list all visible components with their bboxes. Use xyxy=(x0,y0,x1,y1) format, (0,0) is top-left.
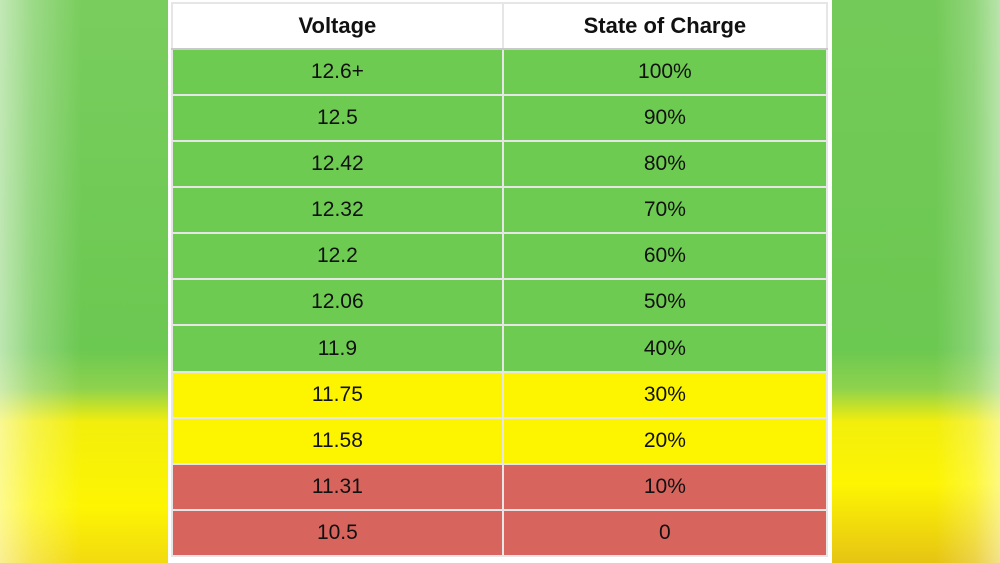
table-row: 12.2 60% xyxy=(171,232,829,281)
soc-cell: 40% xyxy=(501,324,829,373)
soc-cell: 80% xyxy=(501,140,829,189)
voltage-cell: 12.6+ xyxy=(171,47,504,97)
state-of-charge-table: Voltage State of Charge 12.6+ 100% 12.5 … xyxy=(171,2,829,558)
state-of-charge-column-header: State of Charge xyxy=(501,2,829,50)
table-row: 11.31 10% xyxy=(171,462,829,511)
table-row: 11.9 40% xyxy=(171,324,829,373)
voltage-cell: 10.5 xyxy=(171,508,504,558)
voltage-cell: 11.75 xyxy=(171,370,504,419)
voltage-cell: 12.32 xyxy=(171,186,504,235)
table-row: 12.6+ 100% xyxy=(171,47,829,97)
table-card: Voltage State of Charge 12.6+ 100% 12.5 … xyxy=(168,0,832,563)
header-row: Voltage State of Charge xyxy=(171,2,829,50)
soc-cell: 30% xyxy=(501,370,829,419)
table-row: 12.5 90% xyxy=(171,94,829,143)
voltage-cell: 12.06 xyxy=(171,278,504,327)
background-right-fill xyxy=(830,0,1000,563)
voltage-cell: 12.5 xyxy=(171,94,504,143)
voltage-cell: 12.42 xyxy=(171,140,504,189)
table-row: 10.5 0 xyxy=(171,508,829,558)
background-left-fill xyxy=(0,0,170,563)
soc-cell: 50% xyxy=(501,278,829,327)
voltage-cell: 11.58 xyxy=(171,416,504,465)
soc-cell: 10% xyxy=(501,462,829,511)
table-row: 12.32 70% xyxy=(171,186,829,235)
soc-cell: 60% xyxy=(501,232,829,281)
soc-cell: 70% xyxy=(501,186,829,235)
table-row: 11.75 30% xyxy=(171,370,829,419)
table-row: 11.58 20% xyxy=(171,416,829,465)
voltage-cell: 11.31 xyxy=(171,462,504,511)
voltage-cell: 11.9 xyxy=(171,324,504,373)
soc-cell: 100% xyxy=(501,47,829,97)
soc-cell: 90% xyxy=(501,94,829,143)
table-row: 12.42 80% xyxy=(171,140,829,189)
table-row: 12.06 50% xyxy=(171,278,829,327)
voltage-column-header: Voltage xyxy=(171,2,504,50)
soc-cell: 20% xyxy=(501,416,829,465)
soc-cell: 0 xyxy=(501,508,829,558)
voltage-cell: 12.2 xyxy=(171,232,504,281)
